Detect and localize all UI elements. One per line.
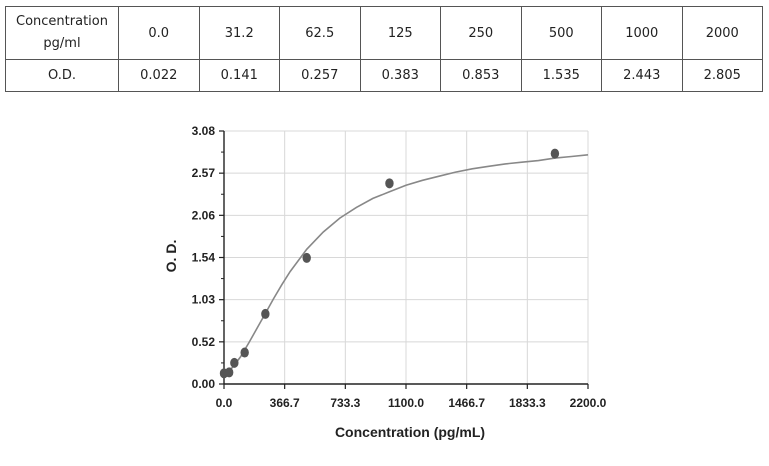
x-tick-label: 1833.3	[509, 396, 546, 410]
concentration-header-line2: pg/ml	[43, 36, 81, 51]
x-tick-label: 1466.7	[448, 396, 485, 410]
od-cell: 0.257	[279, 59, 361, 92]
od-row: O.D. 0.022 0.141 0.257 0.383 0.853 1.535…	[5, 59, 763, 92]
data-point	[230, 357, 239, 368]
grid-layer	[223, 130, 589, 385]
od-cell: 2.805	[681, 59, 763, 92]
standard-curve-table: Concentration pg/ml 0.0 31.2 62.5 125 25…	[5, 6, 763, 92]
data-point	[224, 367, 234, 378]
concentration-header-line1: Concentration	[16, 14, 108, 29]
od-header-cell: O.D.	[5, 59, 119, 92]
y-tick-label: 0.52	[192, 335, 216, 349]
points-layer	[219, 148, 560, 379]
y-tick-label: 2.06	[192, 208, 216, 222]
y-tick-label: 1.54	[192, 251, 216, 265]
y-tick-label: 1.03	[192, 293, 216, 307]
concentration-cell: 62.5	[279, 6, 361, 60]
x-tick-label: 1100.0	[388, 396, 424, 410]
concentration-cell: 0.0	[118, 6, 200, 60]
data-point	[261, 308, 270, 319]
data-point	[550, 148, 560, 159]
data-point	[385, 178, 394, 189]
data-point	[240, 347, 249, 358]
fit-curve	[223, 154, 589, 374]
x-tick-label: 366.7	[270, 396, 300, 410]
od-cell: 0.853	[440, 59, 522, 92]
x-axis-title: Concentration (pg/mL)	[335, 424, 485, 440]
x-tick-label: 733.3	[330, 396, 360, 410]
x-tick-label: 2200.0	[570, 396, 607, 410]
concentration-cell: 500	[520, 6, 602, 60]
y-tick-label: 2.57	[192, 166, 216, 180]
x-tick-label: 0.0	[216, 396, 233, 410]
ticks-layer: 0.0 366.7 733.3 1100.0 1466.7 1833.3 2200.0 0.0…	[192, 124, 607, 410]
concentration-row: Concentration pg/ml 0.0 31.2 62.5 125 25…	[5, 6, 763, 60]
concentration-header-cell: Concentration pg/ml	[5, 6, 119, 60]
y-axis-title: O. D.	[163, 240, 179, 273]
od-cell: 1.535	[520, 59, 602, 92]
y-tick-label: 3.08	[192, 124, 216, 138]
y-tick-label: 0.00	[192, 377, 216, 391]
concentration-cell: 1000	[601, 6, 683, 60]
od-cell: 2.443	[601, 59, 683, 92]
od-cell: 0.022	[118, 59, 200, 92]
data-point	[302, 252, 311, 263]
concentration-cell: 31.2	[198, 6, 280, 60]
od-cell: 0.383	[359, 59, 441, 92]
